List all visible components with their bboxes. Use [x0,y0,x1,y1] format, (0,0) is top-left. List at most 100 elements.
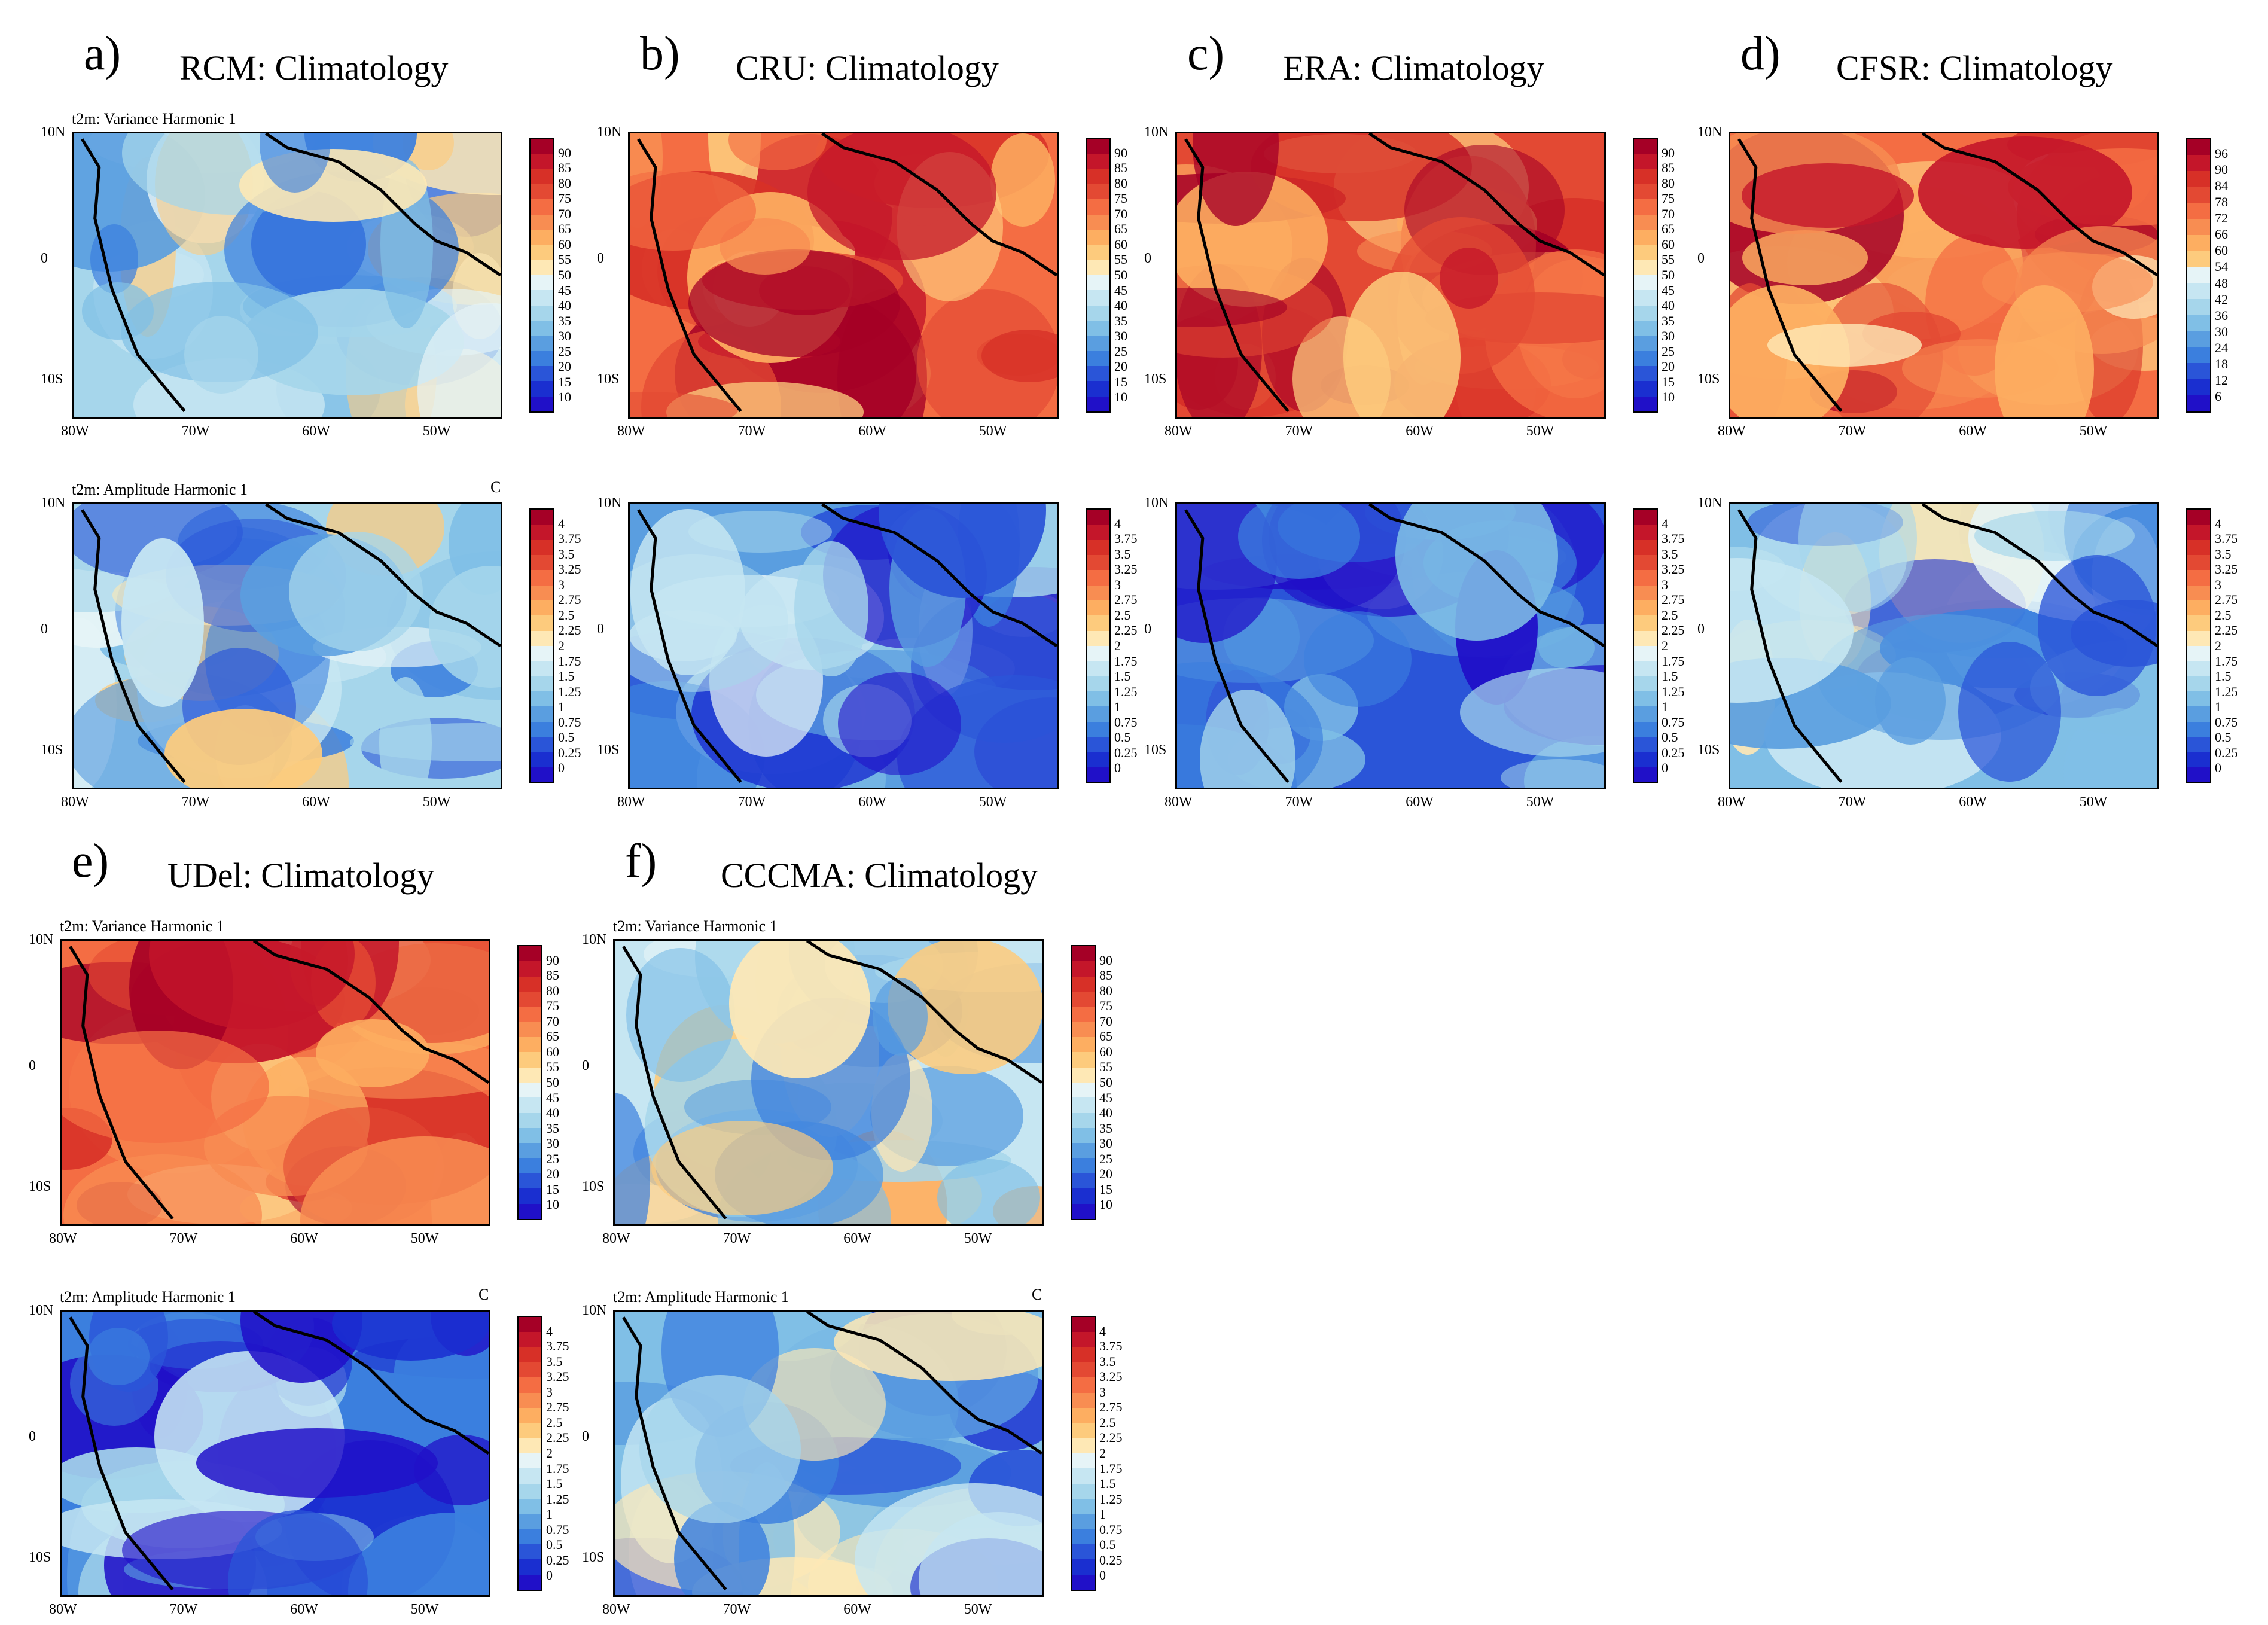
colorbar-segment [2187,234,2210,251]
colorbar-segment [1087,184,1109,200]
colorbar-label: 20 [1099,1166,1112,1182]
colorbar-label: 65 [1099,1029,1112,1044]
x-tick-label: 50W [978,423,1007,439]
contour-region [348,1513,489,1595]
colorbar-label: 2.5 [558,607,575,623]
colorbar [529,138,554,413]
colorbar-segment [2187,721,2210,737]
colorbar-label: 0.75 [558,714,581,730]
colorbar-label: 1.25 [546,1491,569,1507]
y-tick-label: 10N [597,124,622,140]
coastline [1737,504,2157,783]
x-tick-label: 80W [602,1231,630,1246]
colorbar-label: 2.75 [2215,592,2238,608]
colorbar-segment [2187,299,2210,315]
colorbar-label: 2.75 [1662,592,1685,608]
contour-region [615,1093,650,1224]
colorbar-segment [1087,510,1109,525]
colorbar-segment [1072,1544,1095,1560]
map-frame [72,132,502,419]
colorbar-label: 50 [1099,1075,1112,1090]
colorbar-segment [531,661,553,676]
colorbar-label: 1.25 [1099,1491,1123,1507]
colorbar-label: 60 [558,236,571,252]
y-tick-label: 0 [1144,251,1151,267]
colorbar-label: 1.5 [2215,669,2232,684]
colorbar-label: 25 [1114,343,1127,359]
panel-letter: b) [640,28,680,80]
panel-title: CFSR: Climatology [1836,48,2113,87]
colorbar-label: 35 [558,313,571,328]
heatmap-svg [1177,504,1604,788]
colorbar-segment [2187,283,2210,300]
colorbar-label: 2 [1662,638,1668,653]
y-tick-label: 0 [29,1429,36,1445]
colorbar-segment [1087,336,1109,351]
colorbar-label: 65 [1662,221,1675,237]
colorbar-segment [2187,267,2210,283]
colorbar-segment [1087,554,1109,571]
colorbar-segment [2187,395,2210,411]
colorbar-segment [1072,1468,1095,1484]
y-tick-label: 0 [597,621,604,638]
colorbar-segment [531,229,553,245]
colorbar-label: 78 [2215,194,2228,210]
colorbar-segment [519,1158,541,1173]
colorbar-segment [1087,381,1109,397]
contour-region [873,978,928,1056]
contour-region [1193,133,1279,226]
heatmap-svg [1177,133,1604,417]
colorbar-label: 55 [1114,252,1127,267]
contour-region [87,1328,150,1385]
colorbar-segment [519,1498,541,1514]
colorbar-segment [531,585,553,600]
colorbar-label: 30 [546,1136,559,1151]
colorbar-segment [1072,1052,1095,1068]
colorbar-label: 3.25 [546,1369,569,1385]
x-tick-label: 60W [843,1602,871,1617]
colorbar-segment [531,169,553,184]
colorbar-label: 4 [558,516,565,531]
colorbar-segment [531,539,553,555]
colorbar-segment [1072,946,1095,962]
colorbar-segment [531,510,553,525]
x-tick-label: 80W [61,423,89,439]
coastline [1737,133,2157,413]
colorbar-segment [1634,229,1657,245]
colorbar-segment [519,1392,541,1408]
map-frame [628,132,1059,419]
contour-region [1742,163,1914,228]
colorbar-segment [2187,139,2210,155]
colorbar-label: 45 [558,282,571,298]
colorbar-label: 1.5 [1114,669,1131,684]
bottom-subtitle: t2m: Amplitude Harmonic 1 [60,1288,236,1306]
x-tick-label: 70W [737,794,766,810]
y-tick-label: 0 [41,621,48,638]
x-tick-label: 60W [1406,794,1434,810]
colorbar-segment [519,961,541,977]
x-tick-label: 50W [410,1602,439,1617]
colorbar-segment [531,615,553,631]
colorbar-segment [1072,1317,1095,1333]
contour-region [228,1510,368,1595]
colorbar-segment [531,767,553,782]
x-tick-label: 60W [302,794,330,810]
colorbar-segment [531,570,553,586]
colorbar-segment [1072,1112,1095,1128]
y-tick-label: 10N [1144,495,1169,511]
colorbar-segment [2187,630,2210,646]
colorbar-label: 0.75 [1114,714,1138,730]
colorbar-label: 3.25 [2215,562,2238,577]
colorbar-segment [1087,139,1109,154]
contour-region [1875,657,1946,745]
colorbar-segment [1634,184,1657,200]
x-tick-label: 80W [617,423,645,439]
colorbar-label: 1.5 [1099,1476,1116,1492]
colorbar-label: 24 [2215,340,2228,355]
colorbar-segment [1087,396,1109,411]
colorbar-label: 90 [558,145,571,160]
colorbar-label: 3.5 [2215,546,2232,562]
panel-letter: a) [84,28,121,80]
colorbar-label: 2 [2215,638,2221,653]
colorbar-segment [2187,347,2210,364]
